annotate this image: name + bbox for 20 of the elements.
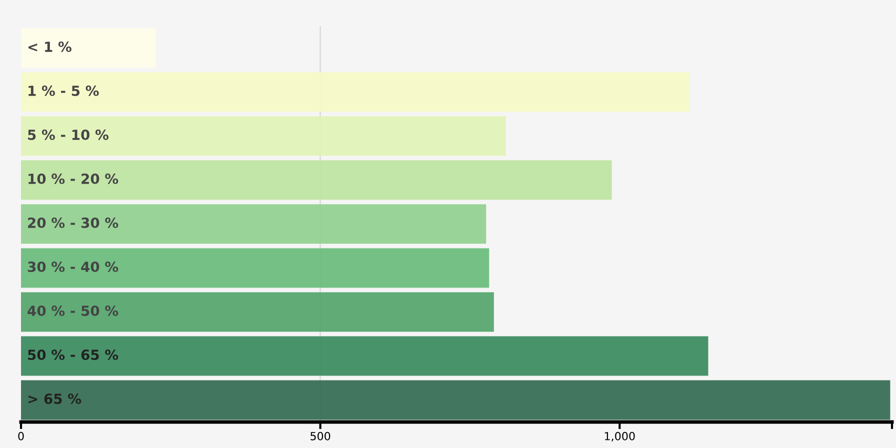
- bar: [21, 204, 486, 244]
- bar: [21, 336, 708, 376]
- y-tick-label: < 1 %: [28, 42, 72, 52]
- x-tick-label: 1,000: [604, 432, 635, 442]
- y-tick-label: 10 % - 20 %: [28, 174, 118, 184]
- y-tick-label: 30 % - 40 %: [28, 262, 118, 272]
- bar: [21, 160, 612, 200]
- bar: [21, 72, 690, 112]
- bar: [21, 292, 494, 332]
- bar: [21, 248, 490, 288]
- bar: [21, 380, 890, 420]
- y-tick-label: 1 % - 5 %: [28, 86, 99, 96]
- y-tick-label: 50 % - 65 %: [28, 350, 118, 360]
- y-tick-label: 40 % - 50 %: [28, 306, 118, 316]
- y-tick-label: 20 % - 30 %: [28, 218, 118, 228]
- bar: [21, 116, 506, 156]
- x-tick-label: 0: [18, 432, 24, 440]
- y-tick-label: > 65 %: [28, 394, 82, 404]
- y-tick-label: 5 % - 10 %: [28, 130, 108, 140]
- x-tick-label: 500: [310, 432, 330, 440]
